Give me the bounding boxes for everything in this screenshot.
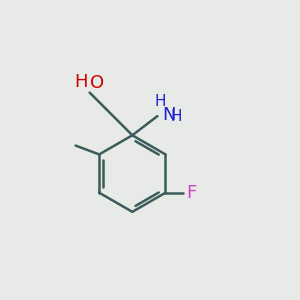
Text: H: H: [75, 73, 88, 91]
Text: H: H: [170, 109, 182, 124]
Text: F: F: [187, 184, 197, 202]
Text: O: O: [90, 74, 104, 92]
Text: N: N: [162, 106, 175, 124]
Text: H: H: [154, 94, 166, 110]
